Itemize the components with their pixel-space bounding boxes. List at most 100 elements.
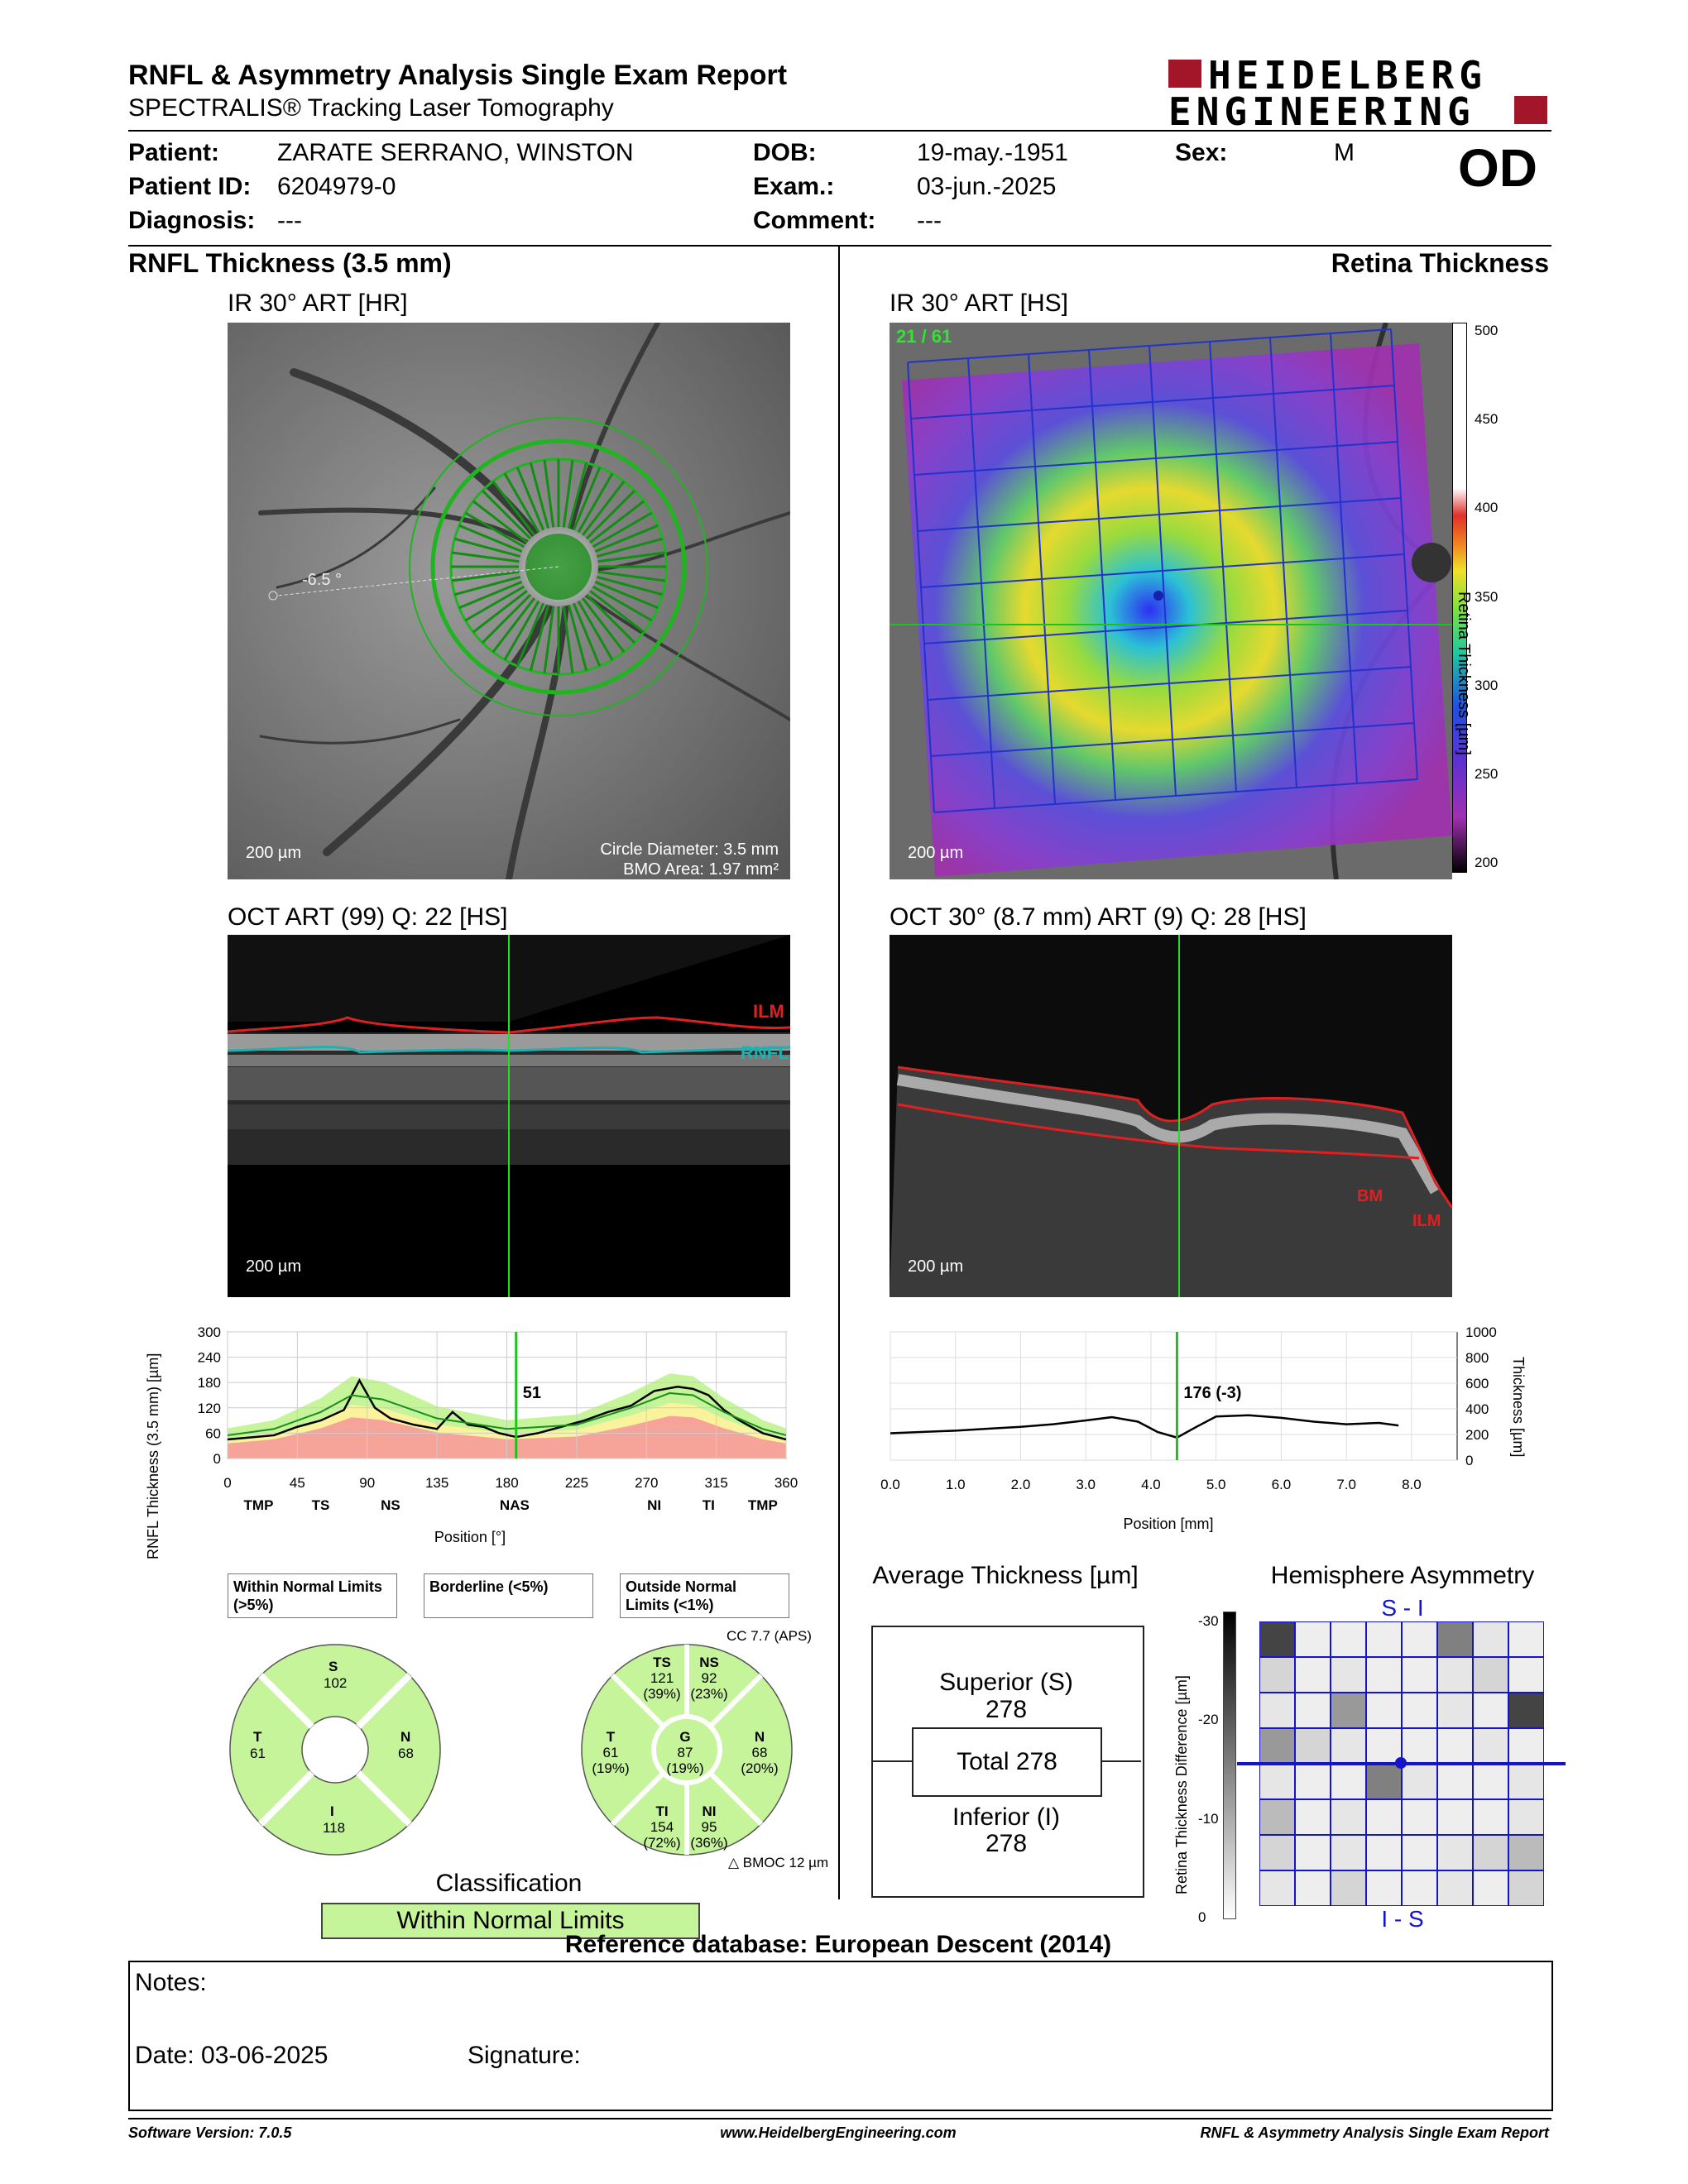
ir-title-right: IR 30° ART [HS] xyxy=(890,290,1068,317)
eye-od: OD xyxy=(1458,138,1537,198)
asymmetry-cell xyxy=(1402,1799,1437,1835)
asymmetry-colorbar-tick: -20 xyxy=(1198,1712,1219,1728)
rnfl-y-tick: 300 xyxy=(198,1324,221,1340)
asymmetry-cell xyxy=(1331,1764,1366,1799)
rnfl-measured-line xyxy=(227,1378,787,1441)
legend-outside: Outside Normal Limits (<1%) xyxy=(620,1573,789,1618)
asymmetry-title: Hemisphere Asymmetry xyxy=(1270,1562,1535,1589)
asymmetry-cell xyxy=(1508,1728,1544,1764)
rnfl-profile-chart: 300 240 180 120 60 00 45 90 135 180 225 270 315 360 TM… xyxy=(198,1324,798,1513)
patient-id-label: Patient ID: xyxy=(128,173,252,200)
rnfl-cursor-value: 51 xyxy=(523,1384,541,1402)
legend-within-text: Within Normal Limits (>5%) xyxy=(233,1578,382,1613)
classification-result: Within Normal Limits xyxy=(321,1903,700,1939)
sector-ti-label: TI xyxy=(655,1803,669,1819)
average-thickness-title: Average Thickness [µm] xyxy=(872,1562,1139,1589)
asymmetry-colorbar-tick: -30 xyxy=(1198,1613,1219,1629)
asymmetry-grid xyxy=(1259,1621,1544,1906)
colorbar-tick: 200 xyxy=(1475,855,1499,870)
asymmetry-cell xyxy=(1366,1799,1402,1835)
asymmetry-cell xyxy=(1402,1693,1437,1728)
rnfl-label: RNFL xyxy=(741,1042,789,1063)
simple-i-value: 118 xyxy=(323,1820,346,1836)
asymmetry-cell xyxy=(1295,1621,1331,1657)
rnfl-y-tick: 240 xyxy=(198,1350,221,1366)
asymmetry-cell xyxy=(1437,1621,1473,1657)
sector-chart-detailed xyxy=(581,1644,793,1856)
sex: M xyxy=(1334,139,1355,166)
rnfl-sector-label: NI xyxy=(647,1497,661,1513)
ir-angle-label: -6.5 ° xyxy=(302,571,343,589)
software-version: Software Version: 7.0.5 xyxy=(128,2124,292,2141)
retina-section-title: Retina Thickness xyxy=(1331,248,1549,278)
simple-t-value: 61 xyxy=(250,1746,266,1761)
asymmetry-cell xyxy=(1259,1764,1295,1799)
asymmetry-cell xyxy=(1295,1799,1331,1835)
colorbar-tick: 250 xyxy=(1475,765,1499,782)
asymmetry-cell xyxy=(1331,1835,1366,1870)
oct-title-left: OCT ART (99) Q: 22 [HS] xyxy=(228,903,508,931)
asymmetry-cell xyxy=(1508,1870,1544,1906)
asymmetry-cell xyxy=(1259,1835,1295,1870)
asymmetry-top-label: S - I xyxy=(1381,1595,1424,1621)
retina-x-tick: 8.0 xyxy=(1402,1477,1422,1492)
rnfl-x-tick: 135 xyxy=(425,1475,448,1491)
asymmetry-cell xyxy=(1366,1835,1402,1870)
asymmetry-cell xyxy=(1402,1621,1437,1657)
sector-ni-label: NI xyxy=(702,1803,717,1819)
simple-t-label: T xyxy=(253,1729,262,1745)
asymmetry-colorbar-tick: 0 xyxy=(1198,1909,1206,1926)
rnfl-x-tick: 360 xyxy=(774,1475,798,1491)
legend-within: Within Normal Limits (>5%) xyxy=(228,1573,397,1618)
retina-y-tick: 800 xyxy=(1465,1350,1489,1366)
asymmetry-cell xyxy=(1295,1657,1331,1693)
sector-t-percent: (19%) xyxy=(592,1760,630,1776)
total-thickness: Total 278 xyxy=(912,1727,1102,1797)
asymmetry-cell xyxy=(1295,1870,1331,1906)
ilm-label-right: ILM xyxy=(1412,1212,1441,1230)
asymmetry-cell xyxy=(1473,1657,1508,1693)
rnfl-x-tick: 90 xyxy=(359,1475,375,1491)
simple-n-label: N xyxy=(400,1729,411,1745)
asymmetry-cell xyxy=(1437,1657,1473,1693)
diagnosis-label: Diagnosis: xyxy=(128,207,256,234)
asymmetry-cell xyxy=(1473,1870,1508,1906)
legend-borderline-text: Borderline (<5%) xyxy=(429,1578,549,1595)
asymmetry-cell xyxy=(1295,1764,1331,1799)
asymmetry-cell xyxy=(1473,1621,1508,1657)
retina-y-tick: 0 xyxy=(1465,1453,1473,1468)
asymmetry-cell xyxy=(1508,1657,1544,1693)
oct-title-right: OCT 30° (8.7 mm) ART (9) Q: 28 [HS] xyxy=(890,903,1307,931)
sector-ts-value: 121 xyxy=(650,1670,674,1686)
notes-box[interactable] xyxy=(128,1961,1553,2111)
bmoc-label: △ BMOC 12 µm xyxy=(728,1855,829,1870)
ir-title-left: IR 30° ART [HR] xyxy=(228,290,408,317)
rnfl-sector-label: NAS xyxy=(500,1497,530,1513)
asymmetry-cell xyxy=(1508,1799,1544,1835)
sector-ts-label: TS xyxy=(653,1655,671,1670)
rnfl-sector-label: NS xyxy=(381,1497,400,1513)
rnfl-x-tick: 225 xyxy=(565,1475,588,1491)
website-link[interactable]: www.HeidelbergEngineering.com xyxy=(720,2124,957,2141)
asymmetry-cell xyxy=(1295,1693,1331,1728)
sector-n-percent: (20%) xyxy=(741,1760,779,1776)
retina-x-tick: 6.0 xyxy=(1272,1477,1292,1492)
asymmetry-cell xyxy=(1473,1728,1508,1764)
asymmetry-bottom-label: I - S xyxy=(1381,1906,1424,1932)
superior-value: 278 xyxy=(985,1696,1028,1723)
ilm-label-left: ILM xyxy=(753,1001,784,1022)
heidelberg-logo: HEIDELBERG ENGINEERING xyxy=(1168,53,1549,134)
retina-x-tick: 7.0 xyxy=(1336,1477,1356,1492)
scale-bar-oct-left: 200 µm xyxy=(246,1257,302,1276)
retina-y-tick: 400 xyxy=(1465,1401,1489,1417)
thickness-colorbar xyxy=(1452,323,1467,873)
retina-chart-ylabel: Thickness [µm] xyxy=(1510,1357,1527,1458)
retina-y-tick: 1000 xyxy=(1465,1324,1497,1340)
inferior-value: 278 xyxy=(985,1830,1028,1857)
rnfl-y-tick: 0 xyxy=(213,1451,221,1467)
asymmetry-cell xyxy=(1437,1870,1473,1906)
asymmetry-cell xyxy=(1259,1693,1295,1728)
asymmetry-cell xyxy=(1259,1621,1295,1657)
retina-cursor-value: 176 (-3) xyxy=(1183,1384,1241,1402)
rnfl-x-tick: 45 xyxy=(290,1475,305,1491)
